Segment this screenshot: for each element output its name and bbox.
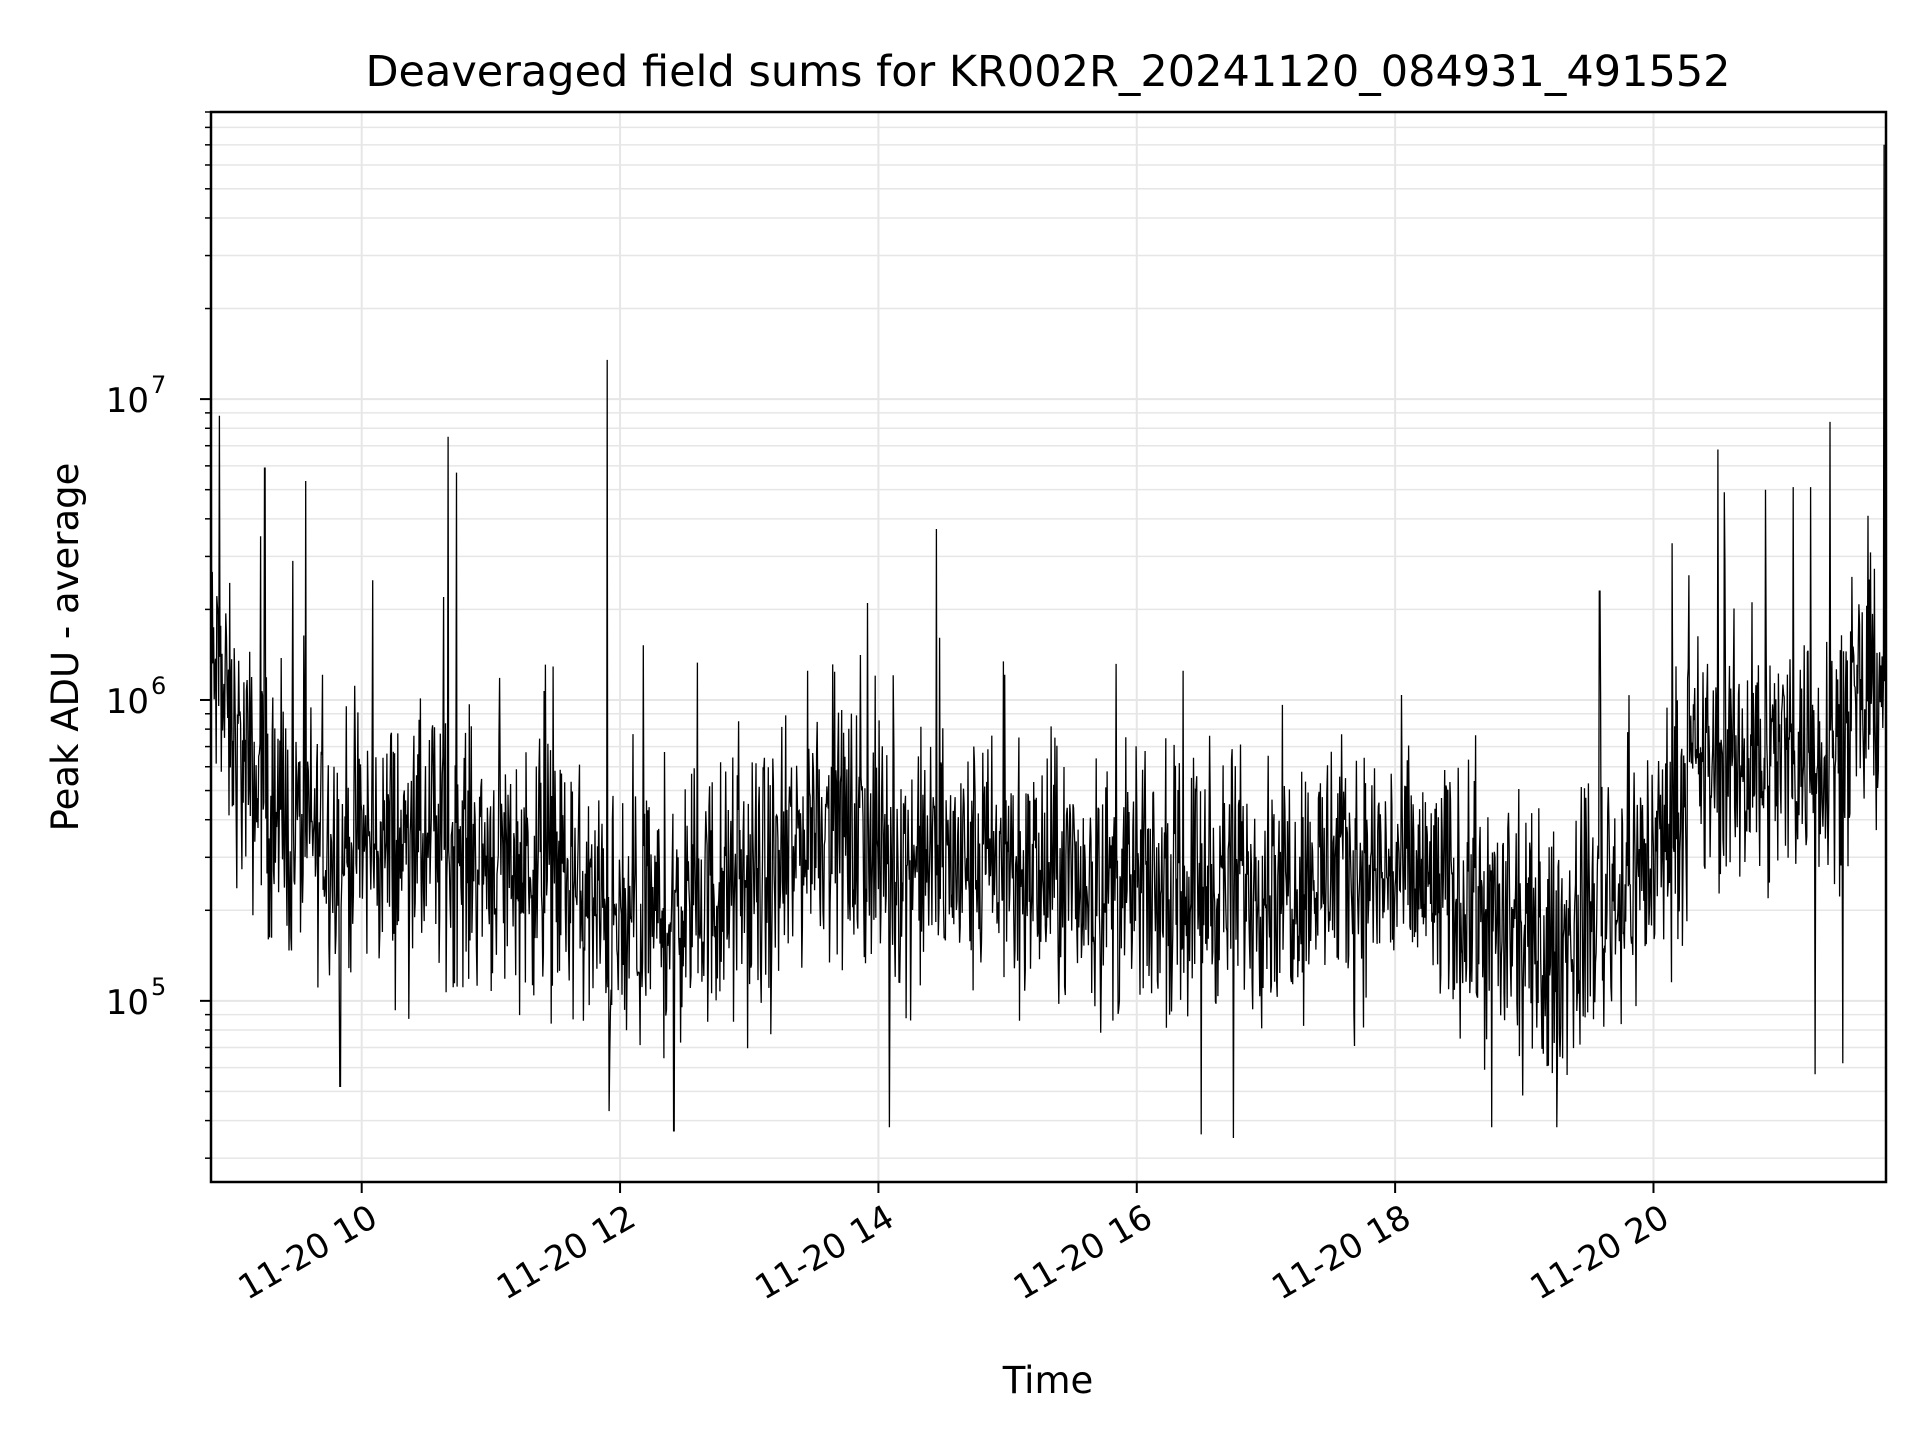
series-path: [210, 144, 1887, 1139]
y-axis-label: Peak ADU - average: [44, 463, 87, 832]
y-tick-label: 10: [106, 682, 149, 722]
y-tick-exponent: 5: [151, 973, 166, 1001]
y-tick-label: 10: [106, 983, 149, 1023]
plot-frame: [209, 110, 1888, 1184]
chart-title: Deaveraged field sums for KR002R_2024112…: [365, 47, 1730, 97]
y-tick-exponent: 7: [151, 371, 166, 399]
y-tick-label: 10: [106, 381, 149, 421]
y-tick-exponent: 6: [151, 672, 166, 700]
major-grid: [211, 112, 1886, 1182]
series-line: [210, 144, 1887, 1139]
x-axis-label: Time: [1002, 1359, 1094, 1402]
